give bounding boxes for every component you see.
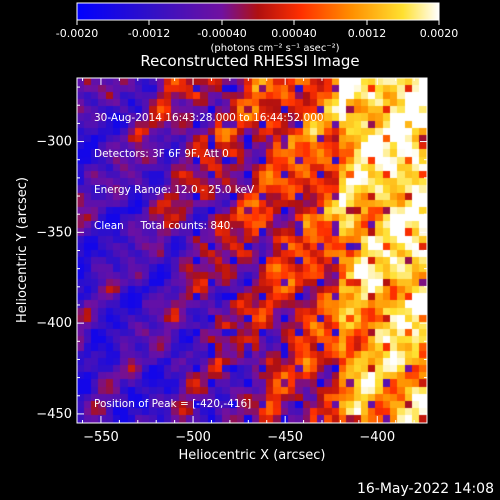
observation-info: 30-Aug-2014 16:43:28.000 to 16:44:52.000… — [94, 88, 324, 244]
y-tick-label: −400 — [36, 316, 72, 331]
colorbar-tick-label: -0.00040 — [197, 27, 246, 40]
x-tick-label: −450 — [267, 430, 303, 445]
colorbar-tick-label: 0.0020 — [420, 27, 459, 40]
plot-title: Reconstructed RHESSI Image — [140, 52, 360, 70]
y-axis-label: Heliocentric Y (arcsec) — [15, 177, 30, 323]
footer-timestamp: 16-May-2022 14:08 — [356, 481, 494, 497]
x-axis-ticks: −550 −500 −450 −400 — [82, 78, 415, 445]
peak-position-label: Position of Peak = [-420,-416] — [94, 398, 252, 410]
colorbar: -0.0020 -0.0012 -0.00040 0.00040 0.0012 … — [56, 2, 459, 54]
colorbar-tick-label: 0.00040 — [271, 27, 317, 40]
colorbar-unit-label: (photons cm⁻² s⁻¹ asec⁻²) — [210, 43, 339, 54]
annotation-time-range: 30-Aug-2014 16:43:28.000 to 16:44:52.000 — [94, 112, 324, 124]
x-tick-label: −400 — [359, 430, 395, 445]
colorbar-tick-label: 0.0012 — [348, 27, 387, 40]
annotation-counts: Clean Total counts: 840. — [94, 220, 234, 232]
x-tick-label: −500 — [175, 430, 211, 445]
annotation-energy-range: Energy Range: 12.0 - 25.0 keV — [94, 184, 255, 196]
colorbar-gradient — [76, 2, 440, 21]
colorbar-ticks — [76, 20, 440, 25]
y-axis-ticks: −300 −350 −400 −450 — [36, 86, 427, 422]
colorbar-tick-label: -0.0020 — [56, 27, 98, 40]
x-tick-label: −550 — [83, 430, 119, 445]
y-tick-label: −300 — [36, 135, 72, 150]
annotation-detectors: Detectors: 3F 6F 9F, Att 0 — [94, 148, 229, 160]
y-tick-label: −450 — [36, 407, 72, 422]
heatmap-image — [77, 78, 427, 423]
colorbar-tick-label: -0.0012 — [128, 27, 170, 40]
x-axis-label: Heliocentric X (arcsec) — [179, 448, 326, 463]
y-tick-label: −350 — [36, 225, 72, 240]
